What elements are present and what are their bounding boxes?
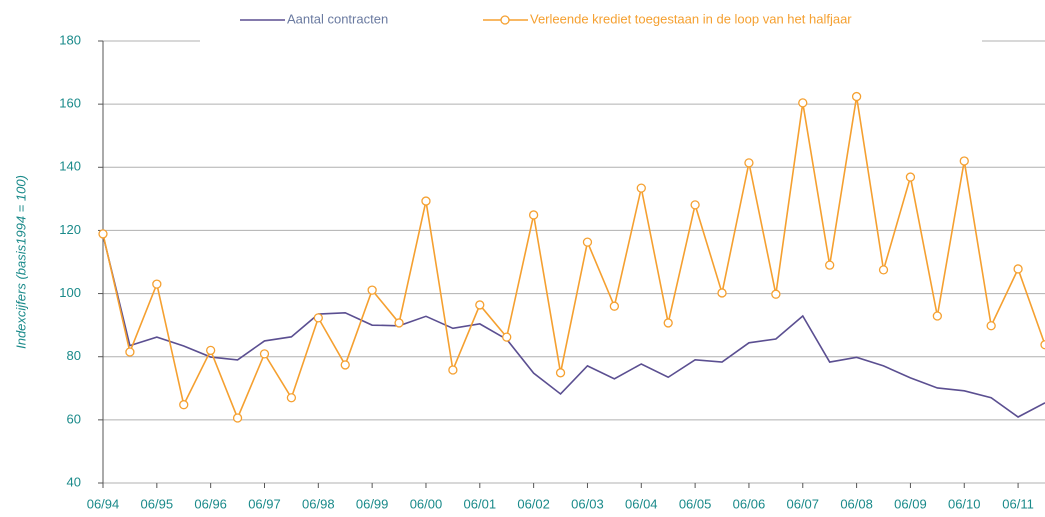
y-axis-label: Indexcijfers (basis1994 = 100) bbox=[13, 175, 28, 349]
point bbox=[986, 321, 996, 331]
point bbox=[825, 260, 835, 270]
y-tick-label: 120 bbox=[59, 222, 81, 237]
legend-marker bbox=[500, 15, 510, 25]
point bbox=[1040, 340, 1045, 350]
x-tick-label: 06/08 bbox=[840, 496, 873, 511]
point bbox=[851, 91, 862, 102]
point bbox=[206, 345, 216, 356]
point bbox=[771, 289, 781, 299]
point bbox=[286, 393, 297, 403]
point bbox=[528, 210, 539, 220]
point bbox=[98, 229, 108, 239]
point bbox=[125, 347, 135, 357]
x-tick-label: 06/05 bbox=[679, 496, 712, 511]
point bbox=[152, 279, 162, 289]
point bbox=[340, 360, 350, 370]
x-tick-label: 06/95 bbox=[141, 496, 174, 511]
point bbox=[179, 400, 189, 410]
y-tick-label: 180 bbox=[59, 32, 81, 47]
legend-label: Verleende krediet toegestaan in de loop … bbox=[530, 11, 852, 26]
x-tick-label: 06/06 bbox=[733, 496, 766, 511]
legend-background bbox=[200, 8, 982, 48]
y-tick-label: 140 bbox=[59, 159, 81, 174]
point bbox=[959, 156, 969, 166]
point bbox=[1013, 264, 1023, 274]
point bbox=[744, 158, 754, 168]
x-tick-label: 06/02 bbox=[517, 496, 550, 511]
y-tick-label: 40 bbox=[67, 474, 81, 489]
x-tick-label: 06/00 bbox=[410, 496, 443, 511]
point bbox=[663, 318, 673, 328]
point bbox=[905, 172, 916, 182]
x-tick-label: 06/01 bbox=[464, 496, 497, 511]
point bbox=[690, 200, 700, 210]
y-tick-label: 160 bbox=[59, 96, 81, 111]
point bbox=[232, 413, 243, 423]
x-tick-label: 06/94 bbox=[87, 496, 120, 511]
y-tick-label: 60 bbox=[67, 411, 81, 426]
y-tick-label: 80 bbox=[67, 348, 81, 363]
point bbox=[475, 300, 485, 310]
point bbox=[502, 332, 512, 342]
point bbox=[878, 265, 889, 275]
point bbox=[636, 183, 646, 193]
point bbox=[582, 237, 593, 247]
x-tick-label: 06/03 bbox=[571, 496, 604, 511]
point bbox=[932, 311, 942, 321]
point bbox=[259, 349, 270, 359]
point bbox=[798, 98, 808, 108]
x-tick-label: 06/99 bbox=[356, 496, 389, 511]
x-tick-label: 06/07 bbox=[786, 496, 819, 511]
point bbox=[717, 288, 727, 298]
point bbox=[421, 196, 431, 206]
y-tick-label: 100 bbox=[59, 285, 81, 300]
point bbox=[367, 285, 377, 295]
point bbox=[555, 368, 566, 378]
x-tick-label: 06/96 bbox=[194, 496, 227, 511]
series-line bbox=[102, 234, 1045, 418]
point bbox=[609, 301, 620, 311]
x-tick-label: 06/11 bbox=[1002, 496, 1034, 511]
x-tick-label: 06/10 bbox=[948, 496, 981, 511]
point bbox=[448, 365, 458, 375]
x-tick-label: 06/98 bbox=[302, 496, 335, 511]
x-tick-label: 06/04 bbox=[625, 496, 658, 511]
legend-label: Aantal contracten bbox=[287, 11, 388, 26]
point bbox=[394, 318, 404, 328]
x-tick-label: 06/97 bbox=[248, 496, 281, 511]
point bbox=[313, 313, 323, 323]
series-line bbox=[102, 96, 1045, 421]
x-tick-label: 06/09 bbox=[894, 496, 927, 511]
